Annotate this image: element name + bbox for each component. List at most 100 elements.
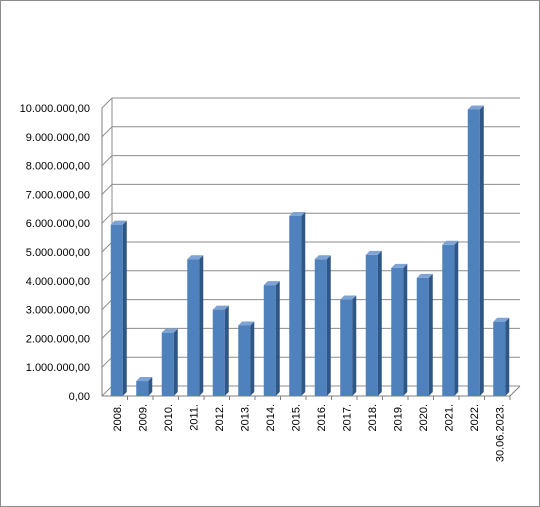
bar-side — [148, 377, 153, 396]
bar-side — [428, 273, 433, 396]
gridline-depth — [101, 97, 113, 109]
y-tick-label: 2.000.000,00 — [26, 333, 90, 345]
x-tick-label: 2010. — [163, 404, 175, 432]
bar-front — [110, 224, 123, 396]
gridline-depth — [101, 328, 113, 339]
bar-side — [352, 295, 357, 396]
bar-top — [365, 250, 382, 255]
x-tick-label: 2019. — [392, 404, 404, 432]
bar — [391, 263, 408, 396]
bar-front — [442, 244, 455, 396]
bar — [493, 317, 510, 396]
y-axis-ticks: 0,00 1.000.000,00 2.000.000,00 3.000.000,00… — [20, 103, 90, 403]
bar — [110, 220, 127, 396]
x-axis-ticks: 2008. 2009. 2010. 2011. 2012. 2013. 2014. 2015.… — [112, 396, 511, 462]
bar-top — [493, 317, 510, 322]
bar — [212, 305, 229, 396]
bar-top — [187, 255, 204, 260]
bar-front — [493, 321, 506, 396]
bar — [289, 212, 306, 396]
bar-side — [505, 317, 510, 396]
bar-front — [365, 254, 378, 396]
bar-side — [403, 263, 408, 396]
bar-top — [161, 328, 178, 333]
bar-side — [454, 240, 459, 396]
bar-side — [122, 220, 127, 396]
floor-edge — [509, 385, 521, 397]
bar-front — [161, 332, 174, 396]
bar-front — [391, 267, 404, 396]
bar-front — [136, 381, 149, 396]
bar-top — [136, 377, 153, 382]
bar-side — [199, 255, 204, 396]
bar-side — [479, 105, 484, 396]
gridline-depth — [101, 126, 113, 138]
gridline-depth — [101, 299, 113, 310]
bar-top — [391, 263, 408, 268]
y-tick-label: 10.000.000,00 — [20, 103, 90, 115]
bar-side — [326, 255, 331, 396]
bar-side — [224, 305, 229, 396]
bar-front — [263, 285, 276, 396]
bar — [136, 377, 153, 396]
bar-side — [301, 212, 306, 396]
bar-top — [289, 212, 306, 216]
bar-front — [187, 259, 200, 396]
bar-front — [314, 259, 327, 396]
gridline-depth — [101, 212, 113, 224]
bar — [238, 321, 255, 396]
bar-side — [173, 328, 178, 396]
bar-front — [238, 325, 251, 396]
gridline-depth — [101, 270, 113, 282]
y-tick-label: 5.000.000,00 — [26, 247, 90, 259]
y-tick-label: 9.000.000,00 — [26, 132, 90, 144]
y-tick-label: 8.000.000,00 — [26, 161, 90, 173]
x-tick-label: 30.06.2023. — [494, 404, 506, 462]
bar-top — [238, 321, 255, 326]
x-tick-label: 2022. — [469, 404, 481, 432]
bar-front — [416, 277, 429, 396]
bar-top — [314, 255, 331, 260]
y-tick-label: 6.000.000,00 — [26, 218, 90, 230]
x-tick-label: 2011. — [188, 404, 200, 431]
y-tick-label: 4.000.000,00 — [26, 276, 90, 288]
bar — [365, 250, 382, 396]
y-tick-label: 3.000.000,00 — [26, 305, 90, 317]
bar-top — [212, 305, 229, 310]
bar-front — [289, 216, 302, 396]
x-tick-label: 2013. — [239, 404, 251, 432]
bar-front — [212, 309, 225, 396]
bar-front — [467, 109, 480, 396]
bar-side — [250, 321, 255, 396]
x-tick-label: 2014. — [265, 404, 277, 432]
x-tick-label: 2020. — [418, 404, 430, 432]
bar-front — [340, 299, 353, 396]
x-tick-label: 2018. — [367, 404, 379, 432]
bar-top — [110, 220, 127, 225]
bar — [467, 105, 484, 396]
bar-top — [416, 273, 433, 278]
bars — [110, 105, 510, 396]
x-tick-label: 2012. — [214, 404, 226, 432]
bar — [340, 295, 357, 396]
gridline-depth — [101, 385, 113, 397]
bar — [416, 273, 433, 396]
bar — [187, 255, 204, 396]
bar — [442, 240, 459, 396]
gridline-depth — [101, 241, 113, 253]
y-tick-label: 1.000.000,00 — [26, 362, 90, 374]
bar-side — [275, 281, 280, 396]
gridline-depth — [101, 155, 113, 166]
x-tick-label: 2017. — [341, 404, 353, 432]
x-tick-label: 2021. — [443, 404, 455, 432]
x-tick-label: 2009. — [137, 404, 149, 432]
bar-side — [377, 250, 382, 396]
bar — [161, 328, 178, 396]
bar-top — [467, 105, 484, 110]
y-tick-label: 0,00 — [69, 391, 90, 403]
bar-top — [340, 295, 357, 300]
x-tick-label: 2016. — [316, 404, 328, 432]
gridline-depth — [101, 184, 113, 195]
x-tick-label: 2008. — [112, 404, 124, 432]
